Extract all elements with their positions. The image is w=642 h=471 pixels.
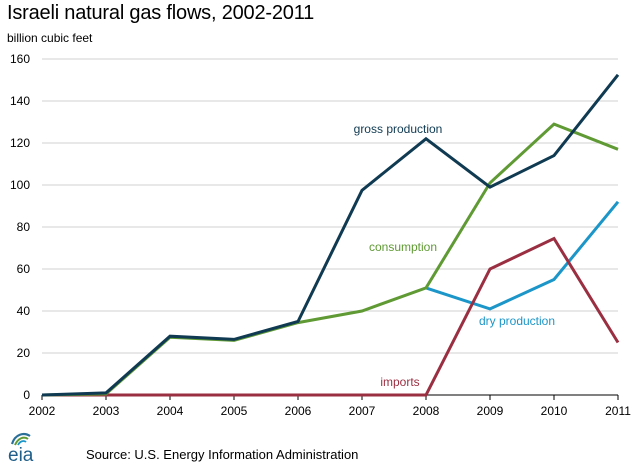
source-note: Source: U.S. Energy Information Administ…	[86, 447, 359, 462]
y-tick-label-20: 20	[17, 346, 31, 360]
x-tick-label-2003: 2003	[93, 404, 120, 418]
eia-logo-mark-icon	[10, 433, 31, 446]
y-tick-label-80: 80	[17, 220, 31, 234]
series-line-dry-production	[425, 200, 620, 311]
x-tick-label-2006: 2006	[285, 404, 312, 418]
chart-title: Israeli natural gas flows, 2002-2011	[7, 2, 315, 24]
x-tick-label-2009: 2009	[477, 404, 504, 418]
x-tick-label-2008: 2008	[413, 404, 440, 418]
y-tick-label-40: 40	[17, 304, 31, 318]
series-line-gross-production	[41, 73, 620, 397]
series-label-dry-production: dry production	[479, 314, 555, 328]
y-tick-label-120: 120	[10, 136, 30, 150]
chart-subtitle: billion cubic feet	[7, 31, 93, 45]
x-tick-label-2005: 2005	[221, 404, 248, 418]
x-tick-label-2004: 2004	[157, 404, 184, 418]
series-label-gross-production: gross production	[354, 122, 443, 136]
x-tick-label-2011: 2011	[605, 404, 631, 418]
series-line-consumption	[41, 122, 619, 397]
series-line-imports	[42, 236, 620, 397]
y-tick-label-160: 160	[10, 52, 30, 66]
x-tick-label-2010: 2010	[541, 404, 568, 418]
eia-logo: eia	[6, 430, 48, 469]
series-label-consumption: consumption	[369, 240, 437, 254]
series-label-imports: imports	[380, 375, 419, 389]
y-tick-label-60: 60	[17, 262, 31, 276]
y-tick-label-140: 140	[10, 94, 30, 108]
eia-logo-text: eia	[8, 445, 34, 464]
x-tick-label-2002: 2002	[29, 404, 56, 418]
x-tick-label-2007: 2007	[349, 404, 376, 418]
y-tick-label-0: 0	[23, 388, 30, 402]
y-tick-label-100: 100	[10, 178, 30, 192]
